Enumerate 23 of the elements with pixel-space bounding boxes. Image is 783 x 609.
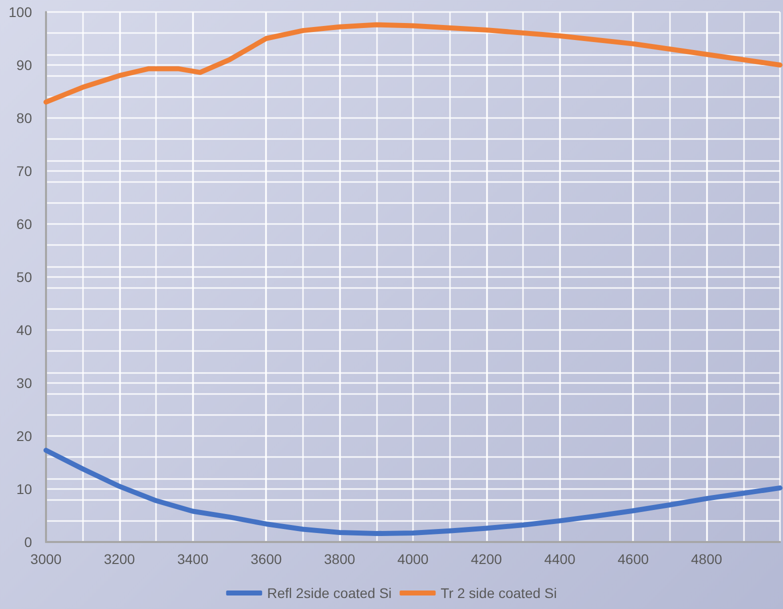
x-tick-label: 3200 — [104, 551, 136, 567]
y-tick-label: 100 — [8, 4, 32, 20]
x-tick-label: 4800 — [691, 551, 722, 567]
y-tick-label: 70 — [16, 163, 32, 179]
legend-label: Refl 2side coated Si — [267, 585, 392, 601]
y-tick-label: 50 — [16, 269, 32, 285]
y-tick-label: 30 — [16, 375, 32, 391]
x-tick-label: 3800 — [324, 551, 356, 567]
y-tick-label: 20 — [16, 428, 32, 444]
y-tick-label: 90 — [16, 57, 32, 73]
x-tick-label: 3600 — [250, 551, 282, 567]
x-tick-label: 4400 — [544, 551, 576, 567]
y-tick-label: 0 — [24, 534, 32, 550]
y-tick-label: 60 — [16, 216, 32, 232]
x-tick-label: 4000 — [397, 551, 429, 567]
x-tick-label: 4200 — [470, 551, 502, 567]
y-tick-label: 80 — [16, 110, 32, 126]
x-tick-label: 4600 — [618, 551, 649, 567]
y-tick-label: 10 — [16, 481, 32, 497]
x-tick-label: 3000 — [30, 551, 62, 567]
y-tick-label: 40 — [16, 322, 32, 338]
legend-label: Tr 2 side coated Si — [440, 585, 557, 601]
x-tick-label: 3400 — [177, 551, 209, 567]
